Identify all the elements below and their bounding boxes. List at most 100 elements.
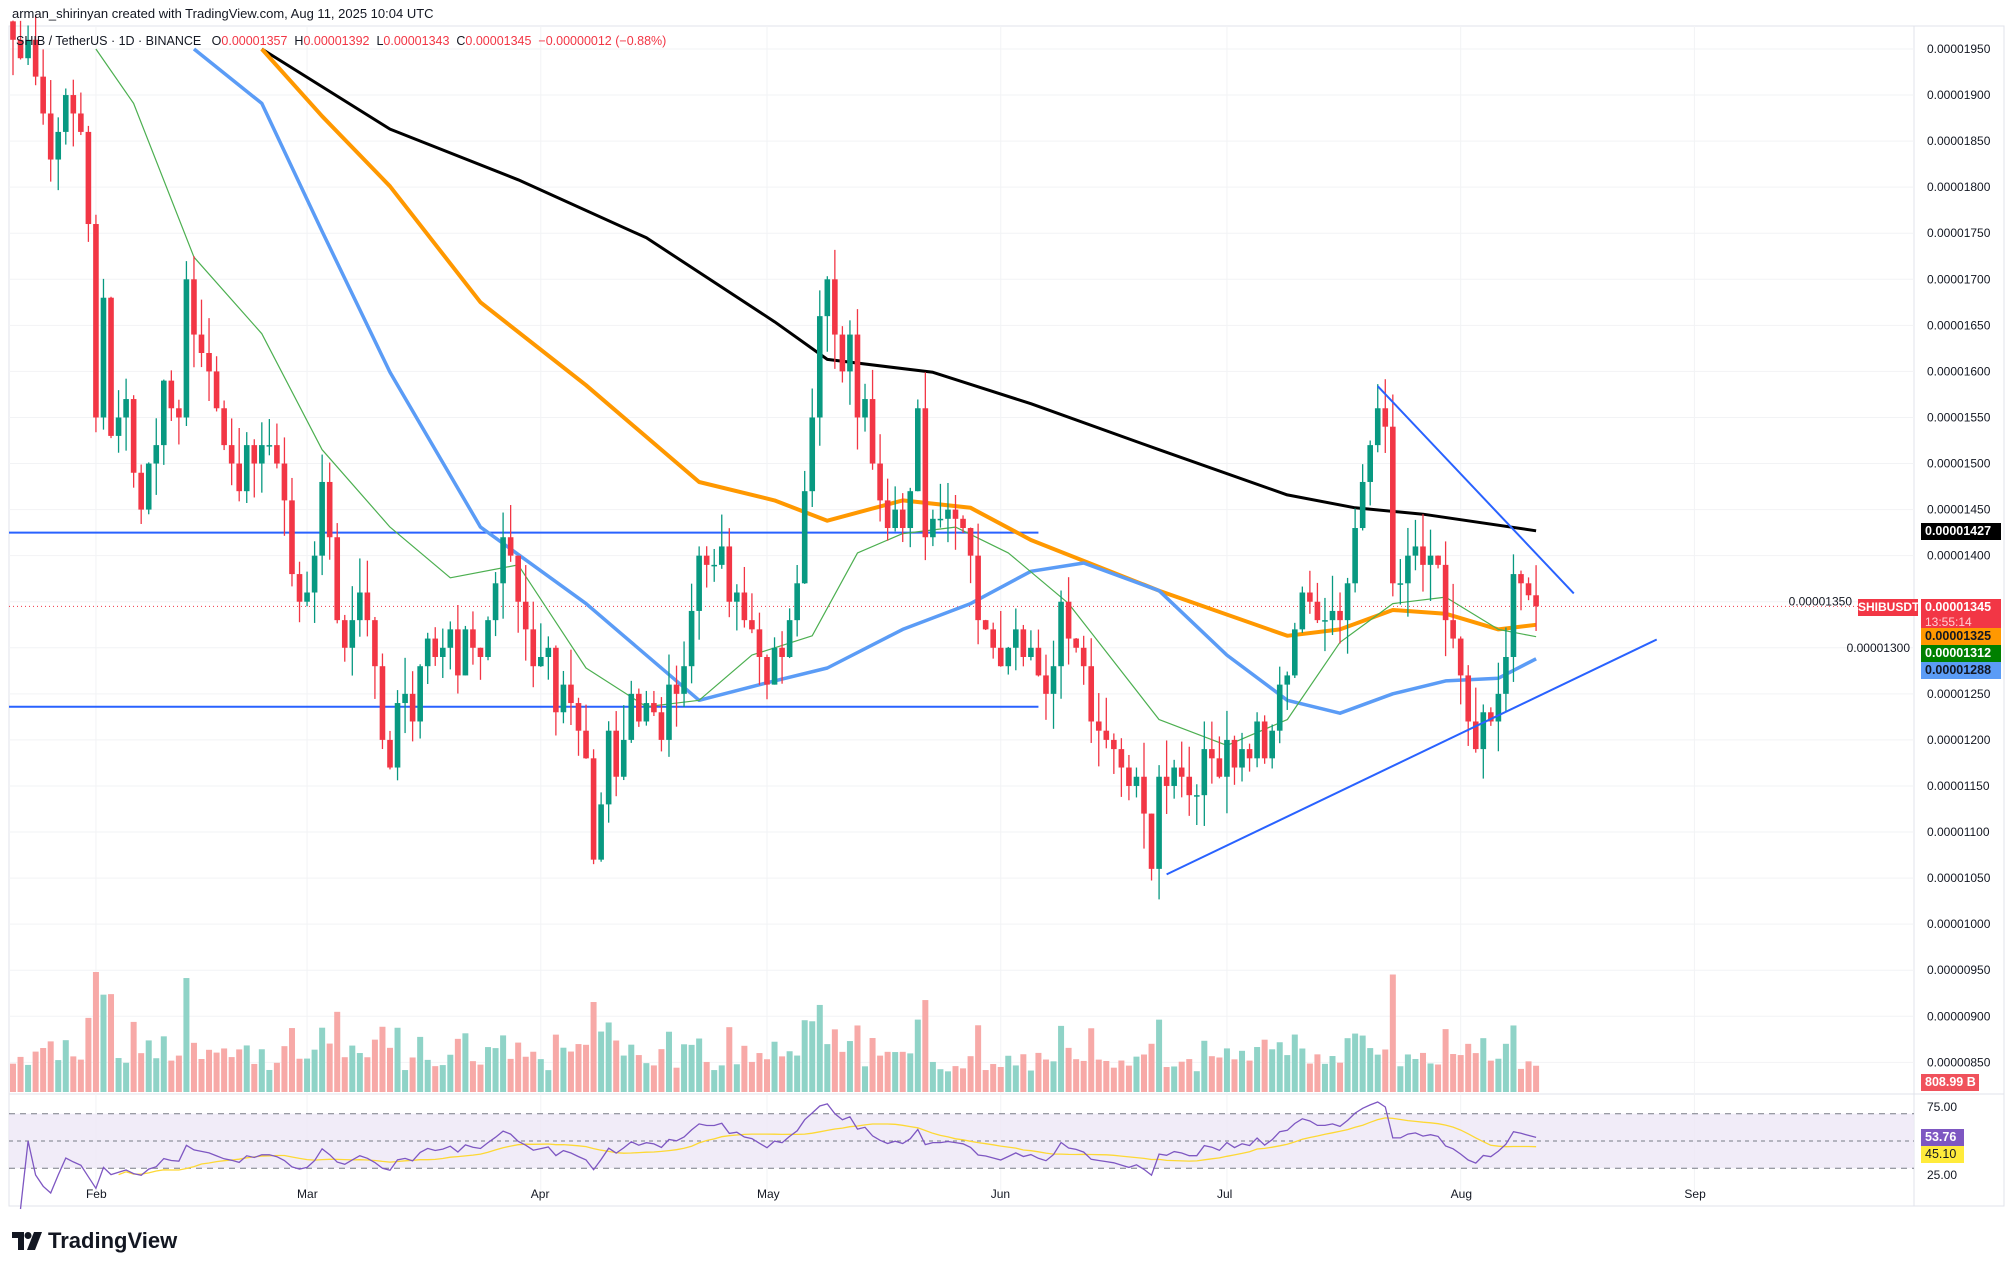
candle-down xyxy=(1420,546,1426,565)
volume-bar xyxy=(130,1021,137,1092)
trendlines[interactable] xyxy=(1166,385,1658,876)
volume-bar xyxy=(417,1036,424,1092)
volume-bar xyxy=(1103,1060,1110,1092)
volume-bar xyxy=(552,1034,559,1092)
candle-down xyxy=(568,684,574,704)
candle-up xyxy=(55,131,62,160)
candle-down xyxy=(409,693,416,722)
candle-up xyxy=(892,509,898,529)
volume-bar xyxy=(258,1049,265,1092)
volume-bar xyxy=(824,1044,831,1092)
volume-bar xyxy=(311,1049,318,1092)
volume-bar xyxy=(221,1048,228,1092)
ma-orange-tag: 0.00001325 xyxy=(1921,628,2001,645)
candle-up xyxy=(620,739,627,777)
volume-bar xyxy=(1525,1061,1532,1092)
high-label: H xyxy=(294,34,304,48)
symbol-title[interactable]: SHIB / TetherUS · 1D · BINANCE xyxy=(16,34,202,48)
volume-bar xyxy=(1374,1054,1381,1092)
price-tick-label: 0.00001000 xyxy=(1927,917,1991,931)
last-price-tag: 0.00001345 13:55:14 xyxy=(1921,599,2001,628)
volume-bar xyxy=(1389,974,1396,1092)
candle-up xyxy=(696,555,702,611)
candle-up xyxy=(1050,666,1057,694)
candle-down xyxy=(922,408,929,538)
candle-up xyxy=(1344,583,1351,621)
candle-up xyxy=(1292,629,1298,676)
volume-bar xyxy=(243,1045,250,1092)
volume-bar xyxy=(748,1061,755,1092)
ma-orange-line xyxy=(260,47,1537,638)
candle-down xyxy=(884,500,891,529)
volume-bar xyxy=(1163,1067,1170,1092)
volume-bar xyxy=(1427,1063,1434,1092)
candle-down xyxy=(47,113,54,160)
volume-bar xyxy=(658,1049,665,1092)
candle-up xyxy=(915,408,921,492)
volume-bar xyxy=(198,1059,205,1092)
volume-bar xyxy=(952,1066,959,1092)
volume-bar xyxy=(236,1049,243,1092)
volume-bar xyxy=(1118,1060,1125,1092)
volume-bar xyxy=(628,1044,635,1092)
candle-down xyxy=(1246,749,1253,759)
volume-bar xyxy=(537,1059,544,1092)
candle-up xyxy=(183,279,190,418)
volume-bar xyxy=(454,1038,461,1092)
volume-bar xyxy=(997,1066,1004,1092)
price-axis[interactable]: 0.00001950 0.00001900 0.00001850 0.00001800… xyxy=(1789,42,1991,1182)
candle-down xyxy=(326,481,333,538)
tradingview-logo[interactable]: TradingView xyxy=(12,1228,177,1254)
candle-down xyxy=(651,703,657,713)
candle-down xyxy=(575,703,582,731)
candle-down xyxy=(967,528,974,556)
candle-down xyxy=(364,592,371,621)
candle-up xyxy=(62,95,69,132)
time-axis[interactable]: Feb Mar Apr May Jun Jul Aug Sep xyxy=(86,1187,1706,1201)
candle-down xyxy=(470,629,476,648)
volume-bar xyxy=(771,1041,778,1092)
ticker-tag: SHIBUSDT xyxy=(1858,599,1920,616)
volume-bar xyxy=(462,1033,469,1092)
candle-down xyxy=(854,334,861,418)
volume-bar xyxy=(1306,1063,1313,1092)
candle-down xyxy=(1141,776,1147,814)
candle-down xyxy=(583,730,589,759)
volume-bar xyxy=(1291,1034,1298,1092)
volume-bar xyxy=(371,1039,378,1092)
volume-bar xyxy=(846,1041,853,1092)
volume-bar xyxy=(1208,1056,1215,1092)
candle-up xyxy=(1013,629,1019,648)
candle-down xyxy=(1261,721,1268,759)
candle-up xyxy=(243,445,250,492)
volume-bar xyxy=(1269,1049,1276,1092)
candle-up xyxy=(1239,749,1245,768)
volume-bar xyxy=(108,994,115,1092)
candle-down xyxy=(1073,638,1079,648)
volume-bar xyxy=(741,1045,748,1092)
candle-down xyxy=(10,21,16,40)
ma-green-line xyxy=(95,48,1537,746)
volume-bar xyxy=(100,994,107,1092)
volume-bar xyxy=(1359,1035,1366,1092)
candle-down xyxy=(975,555,981,621)
candle-down xyxy=(1043,675,1049,694)
candle-up xyxy=(734,592,740,602)
candle-up xyxy=(816,316,823,418)
volume-bar xyxy=(583,1044,590,1092)
candle-up xyxy=(1503,656,1509,694)
candle-down xyxy=(839,334,846,372)
volume-bar xyxy=(447,1054,454,1092)
candle-up xyxy=(417,666,423,722)
ma-blue-line xyxy=(192,47,1537,715)
time-tick-label: Mar xyxy=(297,1187,318,1201)
candle-down xyxy=(108,297,114,436)
ma-blue-tag: 0.00001288 xyxy=(1921,662,2001,679)
candle-down xyxy=(1307,592,1313,602)
price-tick-label: 0.00001600 xyxy=(1927,364,1991,378)
candle-up xyxy=(628,693,635,740)
volume-bar xyxy=(387,1047,393,1092)
volume-bar xyxy=(1065,1047,1072,1092)
volume-bar xyxy=(175,1055,182,1092)
